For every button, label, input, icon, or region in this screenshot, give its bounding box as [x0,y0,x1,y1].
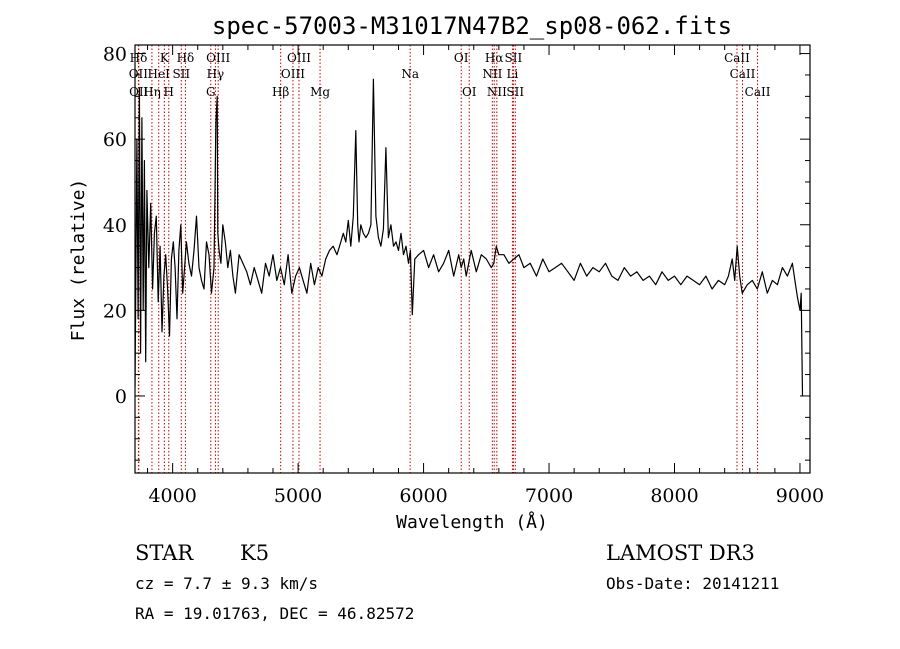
spectral-line-label: Li [506,67,518,81]
object-subclass: K5 [240,541,269,565]
flux-series [135,78,804,397]
y-tick-label: 20 [103,300,127,322]
y-axis-ticks: 0 20 40 60 80 [103,44,810,461]
spectral-line-label: HeI [148,67,171,81]
spectral-line-label: Hη [143,85,161,99]
x-tick-label: 7000 [525,485,573,507]
spectral-line-label: Mg [310,85,330,99]
plot-frame [134,44,811,474]
x-axis-ticks: 4000 5000 6000 7000 8000 9000 [147,45,824,507]
spectral-line-label: Hδ [177,51,195,65]
spectral-line-label: Hβ [272,85,289,99]
spectral-line-label: OI [462,85,477,99]
redshift-value: cz = 7.7 ± 9.3 km/s [135,574,318,593]
x-tick-label: 6000 [399,485,447,507]
spectral-line-label: OIII [206,51,230,65]
spectral-line-label: Na [401,67,419,81]
spectral-line-label: CaII [745,85,771,99]
observation-date: Obs-Date: 20141211 [606,574,779,593]
y-tick-label: 60 [103,129,127,151]
x-tick-label: 8000 [650,485,698,507]
y-axis-label: Flux (relative) [68,179,89,342]
coordinates: RA = 19.01763, DEC = 46.82572 [135,604,414,623]
spectral-line-label: K [160,51,170,65]
spectral-line-label: NII [487,85,507,99]
spectral-line-label: CaII [724,51,750,65]
spectral-line-label: OI [454,51,469,65]
spectral-line-label: SII [172,67,190,81]
survey-name: LAMOST DR3 [606,541,755,565]
spectral-line-label: Hα [485,51,504,65]
y-tick-label: 80 [103,44,127,66]
spectral-line-label: OIII [287,51,311,65]
object-class: STAR [135,541,194,565]
spectral-line-label: OII [129,67,149,81]
x-axis-label: Wavelength (Å) [396,511,548,533]
spectral-line-label: SII [506,85,524,99]
x-tick-label: 5000 [274,485,322,507]
x-tick-label: 4000 [148,485,196,507]
flux-line [135,78,804,397]
y-tick-label: 0 [115,386,127,408]
spectral-line-label: CaII [730,67,756,81]
chart-title: spec-57003-M31017N47B2_sp08-062.fits [212,12,732,40]
spectral-line-label: OIII [281,67,305,81]
spectral-line-label: NII [482,67,502,81]
spectral-line-label: Hγ [207,67,225,81]
spectral-line-label: G [206,85,216,99]
y-tick-label: 40 [103,215,127,237]
spectral-line-label: H [164,85,174,99]
spectral-line-label: Hδ [130,51,148,65]
spectral-line-label: SII [505,51,523,65]
x-tick-label: 9000 [776,485,824,507]
